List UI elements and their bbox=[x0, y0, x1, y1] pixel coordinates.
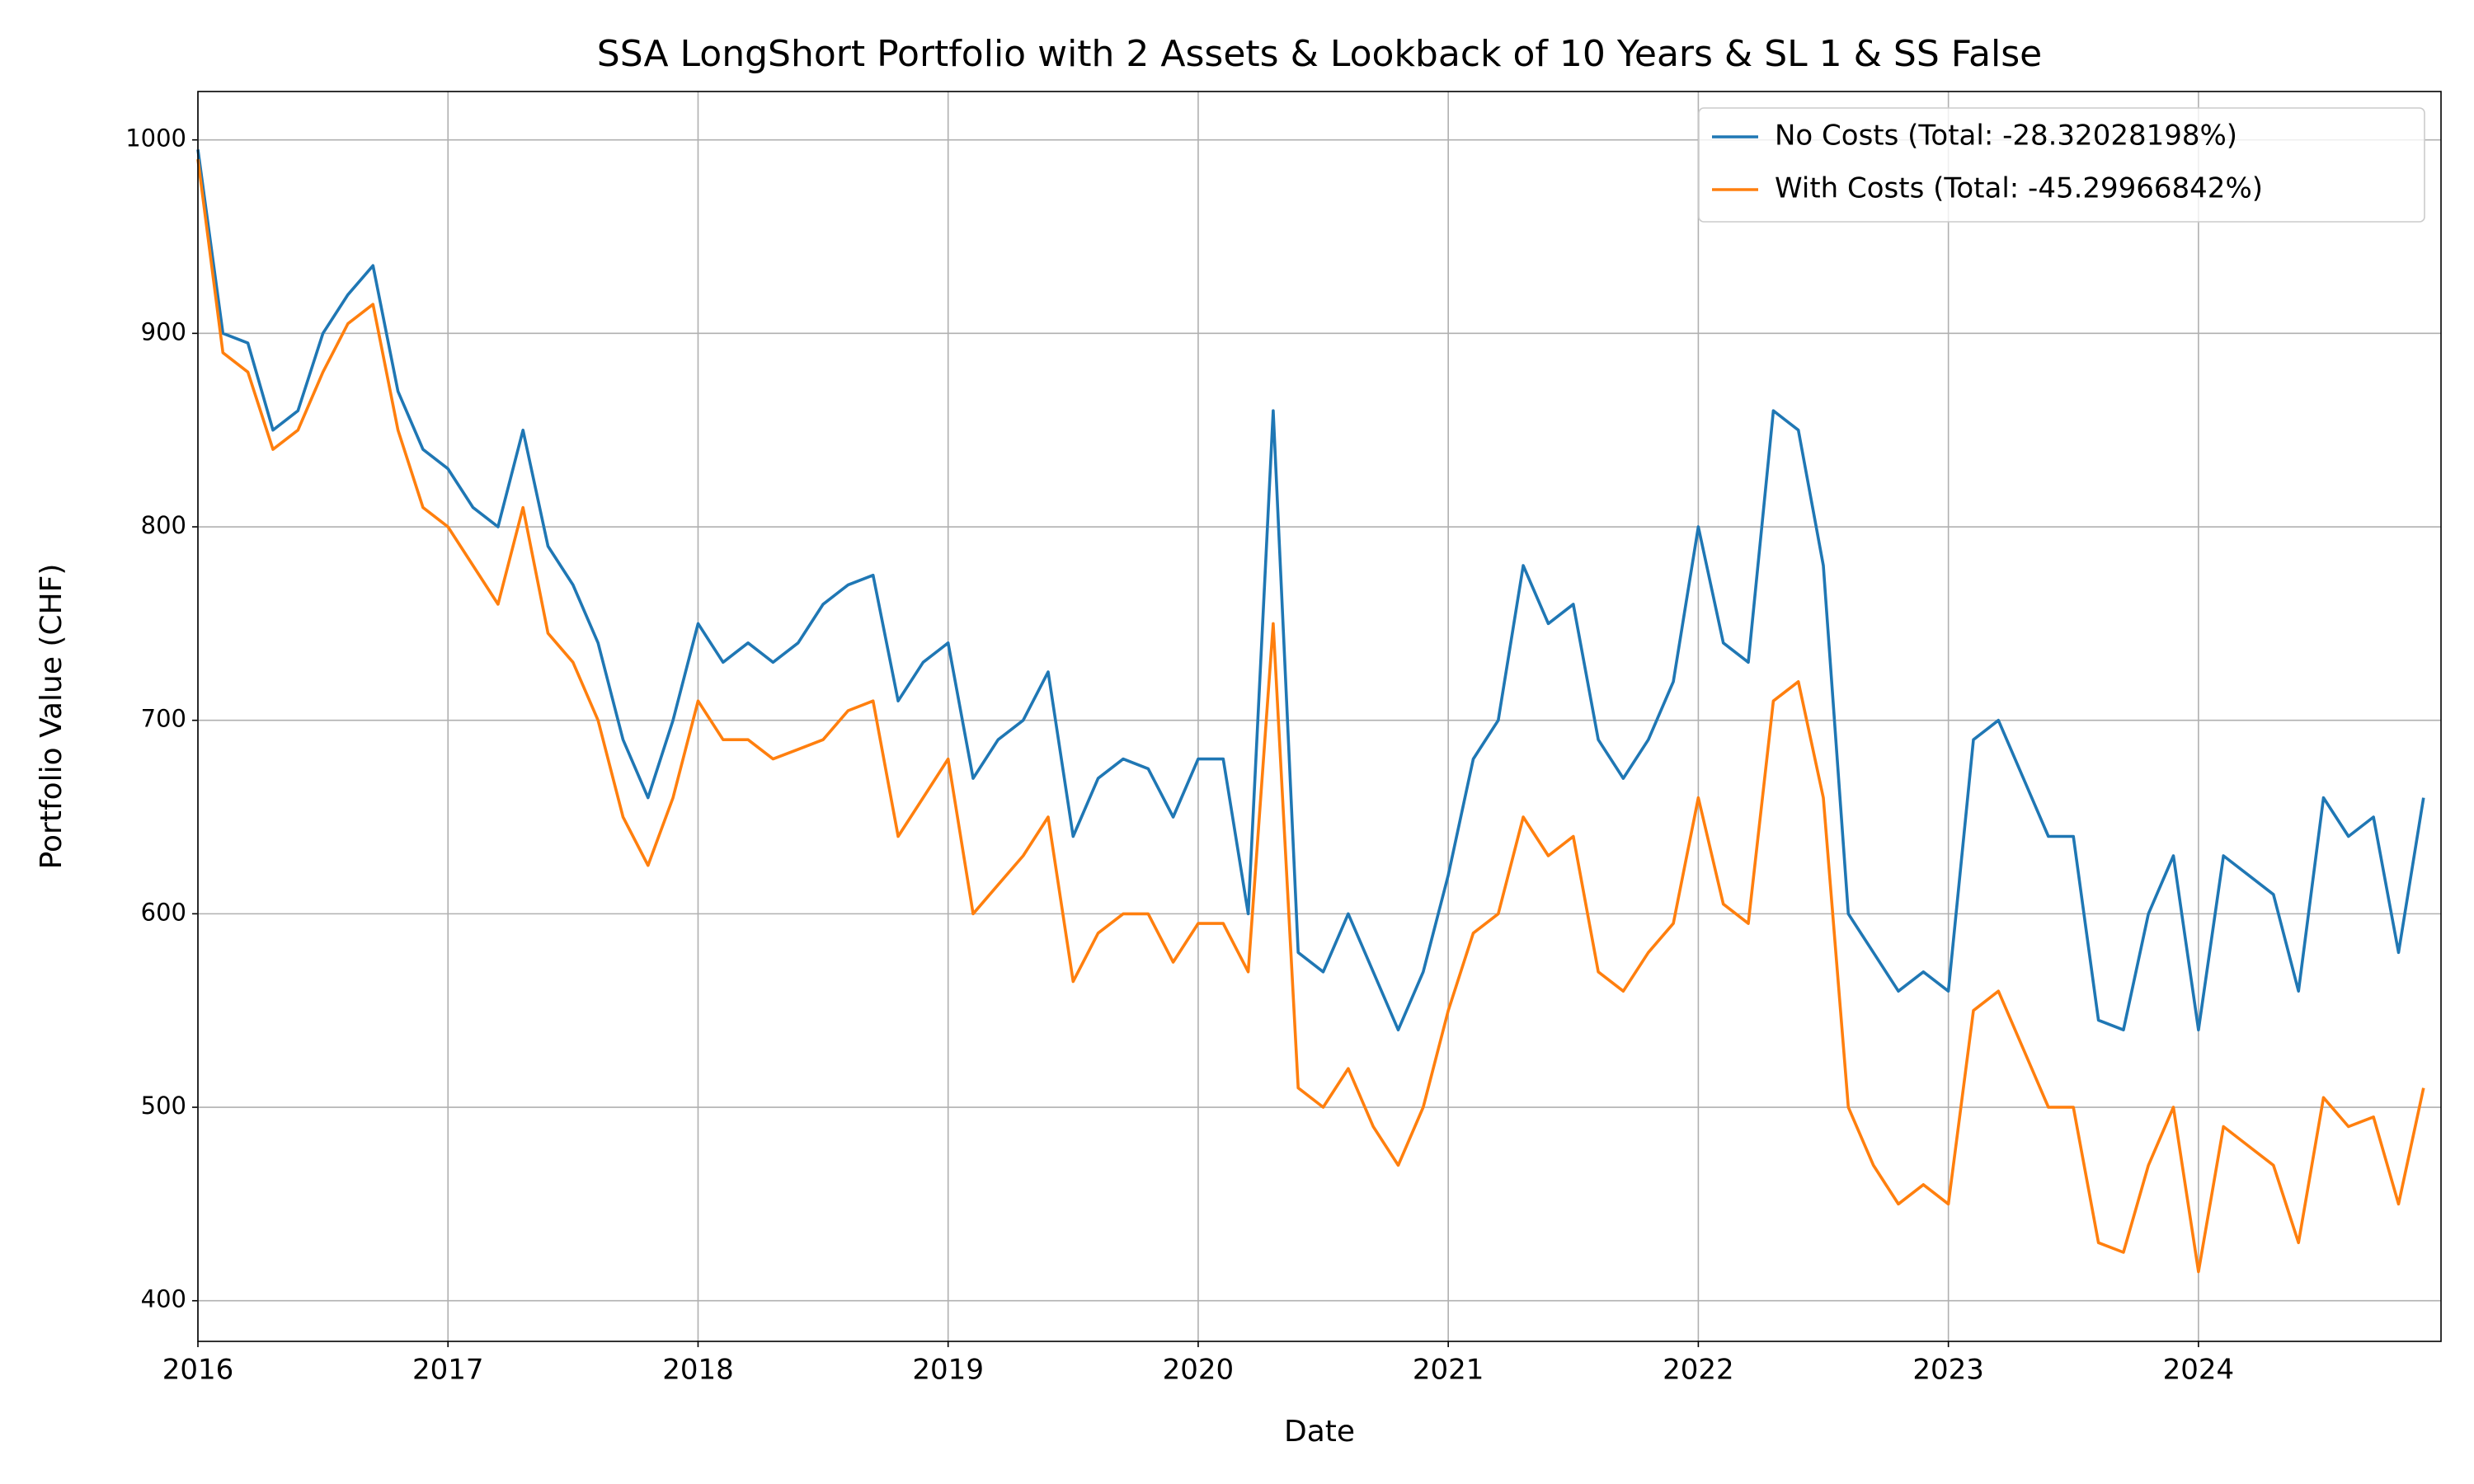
x-tick-label: 2022 bbox=[1663, 1354, 1734, 1387]
x-tick-label: 2016 bbox=[162, 1354, 234, 1387]
plot-frame bbox=[197, 91, 2442, 1342]
y-tick-label: 700 bbox=[141, 705, 186, 733]
x-tick-label: 2023 bbox=[1912, 1354, 1984, 1387]
legend-label: With Costs (Total: -45.29966842%) bbox=[1775, 172, 2263, 205]
x-tick-label: 2021 bbox=[1413, 1354, 1484, 1387]
legend: No Costs (Total: -28.32028198%) With Cost… bbox=[1698, 107, 2425, 223]
legend-box bbox=[1698, 107, 2425, 223]
y-tick-label: 900 bbox=[141, 317, 186, 345]
series-line bbox=[196, 149, 2425, 1031]
x-tick-label: 2020 bbox=[1163, 1354, 1235, 1387]
y-tick-label: 400 bbox=[141, 1285, 186, 1313]
x-tick-label: 2019 bbox=[912, 1354, 984, 1387]
x-tick-label: 2017 bbox=[412, 1354, 484, 1387]
y-axis-label: Portfolio Value (CHF) bbox=[35, 564, 68, 870]
chart-title: SSA LongShort Portfolio with 2 Assets & … bbox=[597, 33, 2042, 75]
y-tick-label: 800 bbox=[141, 511, 186, 539]
x-tick-label: 2018 bbox=[662, 1354, 734, 1387]
y-tick-label: 500 bbox=[141, 1092, 186, 1120]
y-tick-label: 1000 bbox=[125, 124, 186, 153]
legend-label: No Costs (Total: -28.32028198%) bbox=[1775, 120, 2237, 153]
x-axis-label: Date bbox=[1284, 1415, 1355, 1449]
series-line bbox=[196, 158, 2425, 1274]
x-tick-label: 2024 bbox=[2163, 1354, 2235, 1387]
y-tick-label: 600 bbox=[141, 898, 186, 926]
